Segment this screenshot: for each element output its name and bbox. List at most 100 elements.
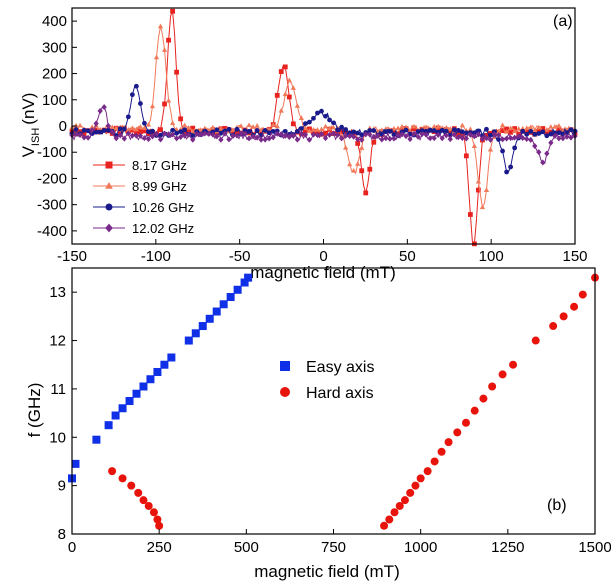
data-point	[190, 133, 196, 138]
data-point	[89, 127, 95, 134]
data-point	[322, 123, 329, 129]
data-point	[155, 521, 164, 530]
data-point	[258, 136, 264, 143]
data-point	[556, 130, 562, 136]
data-point	[138, 129, 143, 135]
data-point	[444, 438, 453, 447]
data-point	[383, 135, 389, 142]
data-point	[139, 382, 148, 391]
y-tick-label: -200	[37, 170, 67, 187]
data-point	[210, 127, 216, 132]
data-point	[363, 190, 369, 196]
data-point	[528, 136, 534, 143]
data-point	[226, 293, 235, 302]
y-tick-label: 100	[42, 92, 67, 109]
data-point	[306, 128, 313, 133]
data-point	[286, 77, 292, 83]
data-point	[509, 360, 518, 369]
data-point	[132, 389, 141, 398]
data-point	[290, 85, 296, 90]
y-tick-label: 200	[42, 66, 67, 83]
y-tick-label: 0	[59, 118, 67, 135]
legend-marker	[105, 161, 113, 169]
data-point	[121, 135, 127, 142]
data-point	[170, 127, 176, 133]
y-tick-label: 13	[49, 284, 66, 301]
data-point	[512, 145, 518, 151]
data-point	[230, 132, 236, 139]
data-point	[314, 132, 321, 139]
panel-a-y-title-unit: (nV)	[19, 93, 38, 125]
data-point	[419, 128, 425, 134]
data-point	[111, 411, 120, 420]
data-point	[198, 127, 204, 132]
data-point	[556, 126, 562, 132]
data-point	[403, 133, 409, 140]
data-point	[355, 161, 361, 166]
data-point	[470, 406, 479, 415]
data-point	[560, 135, 566, 142]
data-point	[385, 515, 394, 524]
data-point	[447, 126, 453, 131]
data-point	[139, 496, 148, 505]
data-point	[528, 128, 534, 134]
data-point	[290, 121, 296, 127]
data-point	[351, 167, 357, 173]
data-point	[234, 130, 240, 135]
data-point	[395, 501, 404, 510]
data-point	[459, 135, 465, 142]
data-point	[508, 164, 514, 170]
legend-label: 12.02 GHz	[132, 221, 194, 236]
data-point	[218, 125, 224, 131]
y-tick-label: 8	[58, 526, 66, 543]
data-point	[359, 168, 365, 174]
data-point	[475, 178, 482, 184]
data-point	[403, 127, 409, 133]
data-point	[165, 97, 172, 103]
data-point	[127, 481, 136, 490]
data-point	[246, 135, 252, 142]
data-point	[190, 125, 196, 131]
data-point	[383, 129, 389, 135]
data-point	[153, 367, 162, 376]
data-point	[266, 135, 272, 142]
data-point	[351, 129, 357, 135]
data-point	[270, 121, 276, 127]
data-point	[367, 128, 373, 133]
data-point	[406, 488, 415, 497]
data-point	[282, 64, 288, 70]
x-tick-label: 1250	[491, 539, 524, 556]
data-point	[77, 122, 83, 128]
panel-a-chart: -150 -100 -50 0 50 100 150 -400 -300 -200 -100 0 100…	[19, 7, 588, 282]
data-point	[190, 136, 196, 143]
data-point	[459, 122, 465, 128]
data-point	[310, 131, 317, 138]
data-point	[435, 132, 441, 139]
data-point	[81, 127, 87, 133]
data-point	[162, 101, 167, 107]
data-point	[487, 136, 494, 143]
data-point	[471, 133, 478, 140]
data-point	[133, 132, 140, 139]
data-point	[302, 121, 308, 127]
data-point	[234, 126, 240, 132]
data-point	[503, 129, 510, 134]
y-tick-label: 300	[42, 39, 67, 56]
data-point	[411, 123, 417, 129]
data-point	[479, 135, 486, 142]
data-point	[92, 435, 101, 444]
data-point	[182, 127, 188, 133]
data-point	[278, 107, 284, 113]
legend-marker	[105, 203, 113, 211]
data-point	[190, 128, 196, 134]
data-point	[453, 428, 462, 437]
data-point	[238, 130, 244, 137]
data-point	[161, 47, 168, 52]
data-point	[302, 125, 309, 130]
data-point	[286, 94, 292, 100]
data-point	[564, 133, 570, 140]
data-point	[363, 131, 369, 138]
data-point	[476, 187, 481, 193]
data-point	[512, 128, 518, 134]
x-tick-label: 750	[321, 539, 346, 556]
